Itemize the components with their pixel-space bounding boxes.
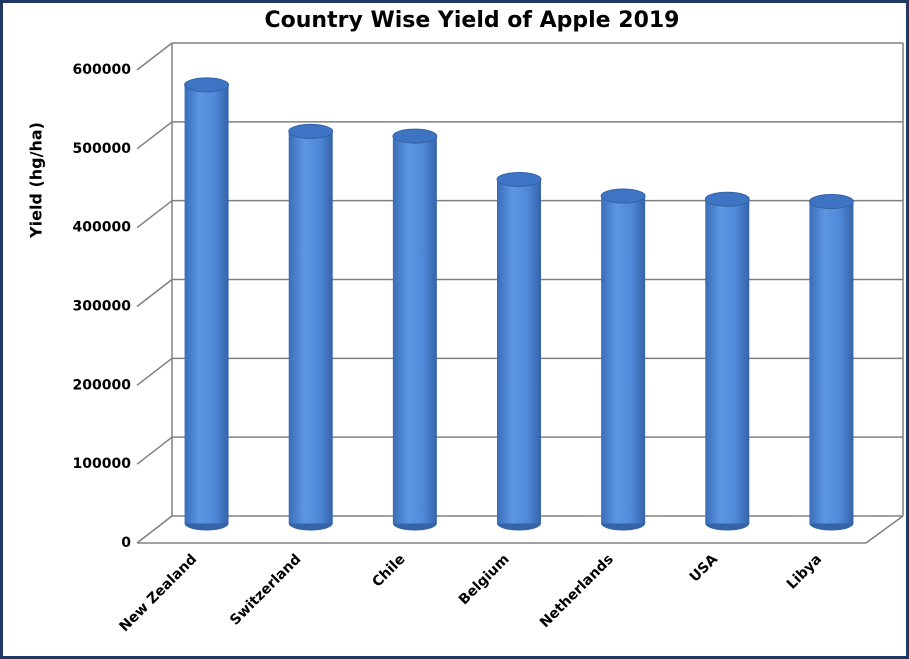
bar: [392, 136, 437, 524]
chart-title: Country Wise Yield of Apple 2019: [265, 8, 680, 33]
bar: [184, 84, 229, 524]
bar-top: [600, 188, 646, 204]
y-tick-label: 200000: [73, 377, 132, 393]
bar: [705, 199, 750, 524]
y-tick-label: 0: [121, 535, 131, 551]
y-tick-label: 500000: [73, 141, 132, 157]
y-axis-label: Yield (hg/ha): [27, 122, 46, 239]
side-grid-line: [136, 121, 173, 150]
y-tick-label: 100000: [73, 456, 132, 472]
y-tick-label: 300000: [73, 299, 132, 315]
side-grid-line: [136, 357, 173, 386]
bar: [288, 131, 333, 524]
side-grid-line: [136, 42, 173, 71]
side-grid-line: [136, 436, 173, 465]
side-grid-line: [136, 278, 173, 308]
bar-top: [808, 194, 854, 210]
bar-top: [392, 128, 438, 144]
bar-top: [288, 123, 334, 139]
bar-top: [184, 77, 230, 93]
y-tick-label: 400000: [73, 220, 132, 236]
bar: [809, 201, 854, 524]
side-grid-line: [136, 515, 173, 544]
bar-top: [704, 191, 750, 207]
bar: [601, 196, 646, 524]
bar: [497, 179, 541, 524]
side-grid-line: [136, 200, 173, 229]
floor-right: [865, 515, 904, 544]
y-tick-label: 600000: [73, 62, 132, 78]
bar-top: [496, 171, 542, 187]
